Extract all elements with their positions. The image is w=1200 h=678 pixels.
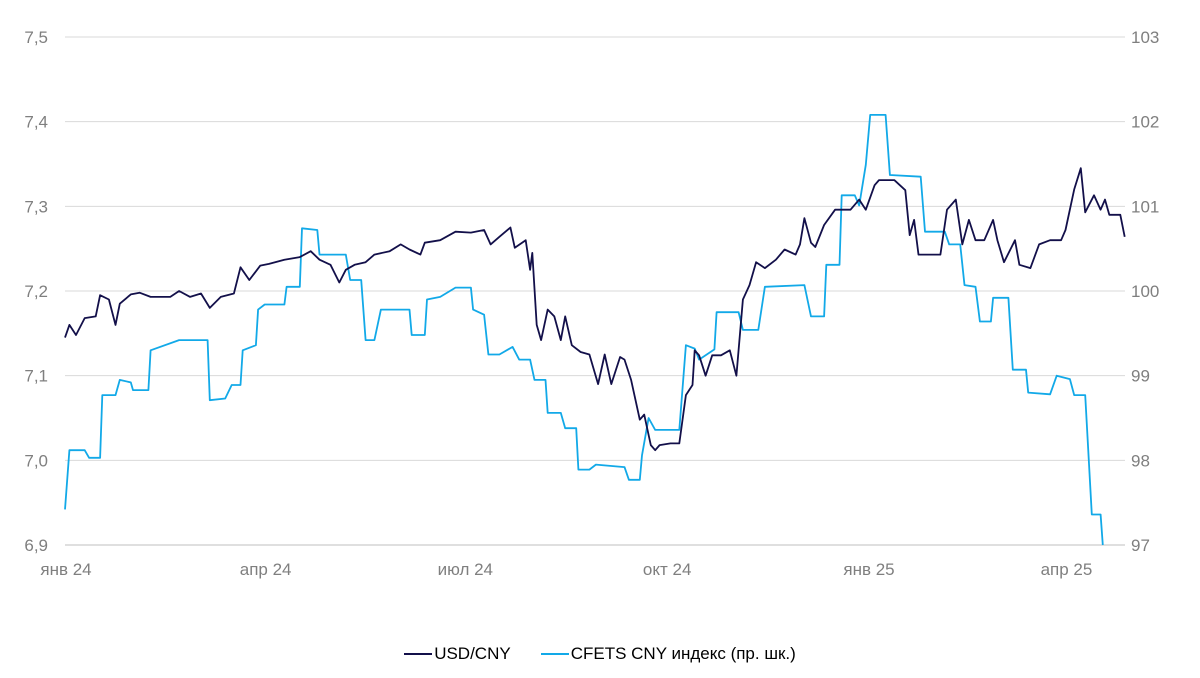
left-tick-label: 7,4: [24, 113, 48, 132]
right-tick-label: 103: [1131, 28, 1159, 47]
x-tick-label: апр 24: [240, 560, 292, 579]
x-axis-ticks: янв 24 апр 24 июл 24 окт 24 янв 25 апр 25: [40, 560, 1092, 579]
legend-item-cfets: CFETS CNY индекс (пр. шк.): [540, 644, 796, 664]
legend-label: USD/CNY: [434, 644, 511, 663]
legend: USD/CNY CFETS CNY индекс (пр. шк.): [0, 644, 1200, 664]
right-tick-label: 99: [1131, 367, 1150, 386]
right-tick-label: 98: [1131, 451, 1150, 470]
left-tick-label: 7,1: [24, 367, 48, 386]
right-tick-label: 97: [1131, 536, 1150, 555]
series-line-usd-cny: [64, 167, 1126, 452]
legend-item-usd-cny: USD/CNY: [404, 644, 511, 664]
left-tick-label: 7,0: [24, 451, 48, 470]
legend-swatch: [404, 653, 433, 655]
right-tick-label: 101: [1131, 197, 1159, 216]
gridlines: [65, 36, 1125, 546]
legend-label: CFETS CNY индекс (пр. шк.): [570, 644, 796, 663]
left-tick-label: 7,3: [24, 197, 48, 216]
x-tick-label: янв 25: [843, 560, 894, 579]
x-tick-label: окт 24: [643, 560, 692, 579]
right-axis-ticks: 97 98 99 100 101 102 103: [1131, 28, 1159, 555]
left-axis-ticks: 6,9 7,0 7,1 7,2 7,3 7,4 7,5: [24, 28, 48, 555]
right-tick-label: 102: [1131, 113, 1159, 132]
series-line-cfets: [64, 114, 1104, 546]
right-tick-label: 100: [1131, 282, 1159, 301]
left-tick-label: 7,2: [24, 282, 48, 301]
x-tick-label: янв 24: [40, 560, 91, 579]
left-tick-label: 6,9: [24, 536, 48, 555]
x-tick-label: июл 24: [438, 560, 493, 579]
legend-swatch: [540, 653, 569, 655]
left-tick-label: 7,5: [24, 28, 48, 47]
x-tick-label: апр 25: [1041, 560, 1093, 579]
series-lines: [64, 114, 1126, 546]
chart: 6,9 7,0 7,1 7,2 7,3 7,4 7,5 97 98 99 100 101 102 103…: [24, 28, 1159, 579]
